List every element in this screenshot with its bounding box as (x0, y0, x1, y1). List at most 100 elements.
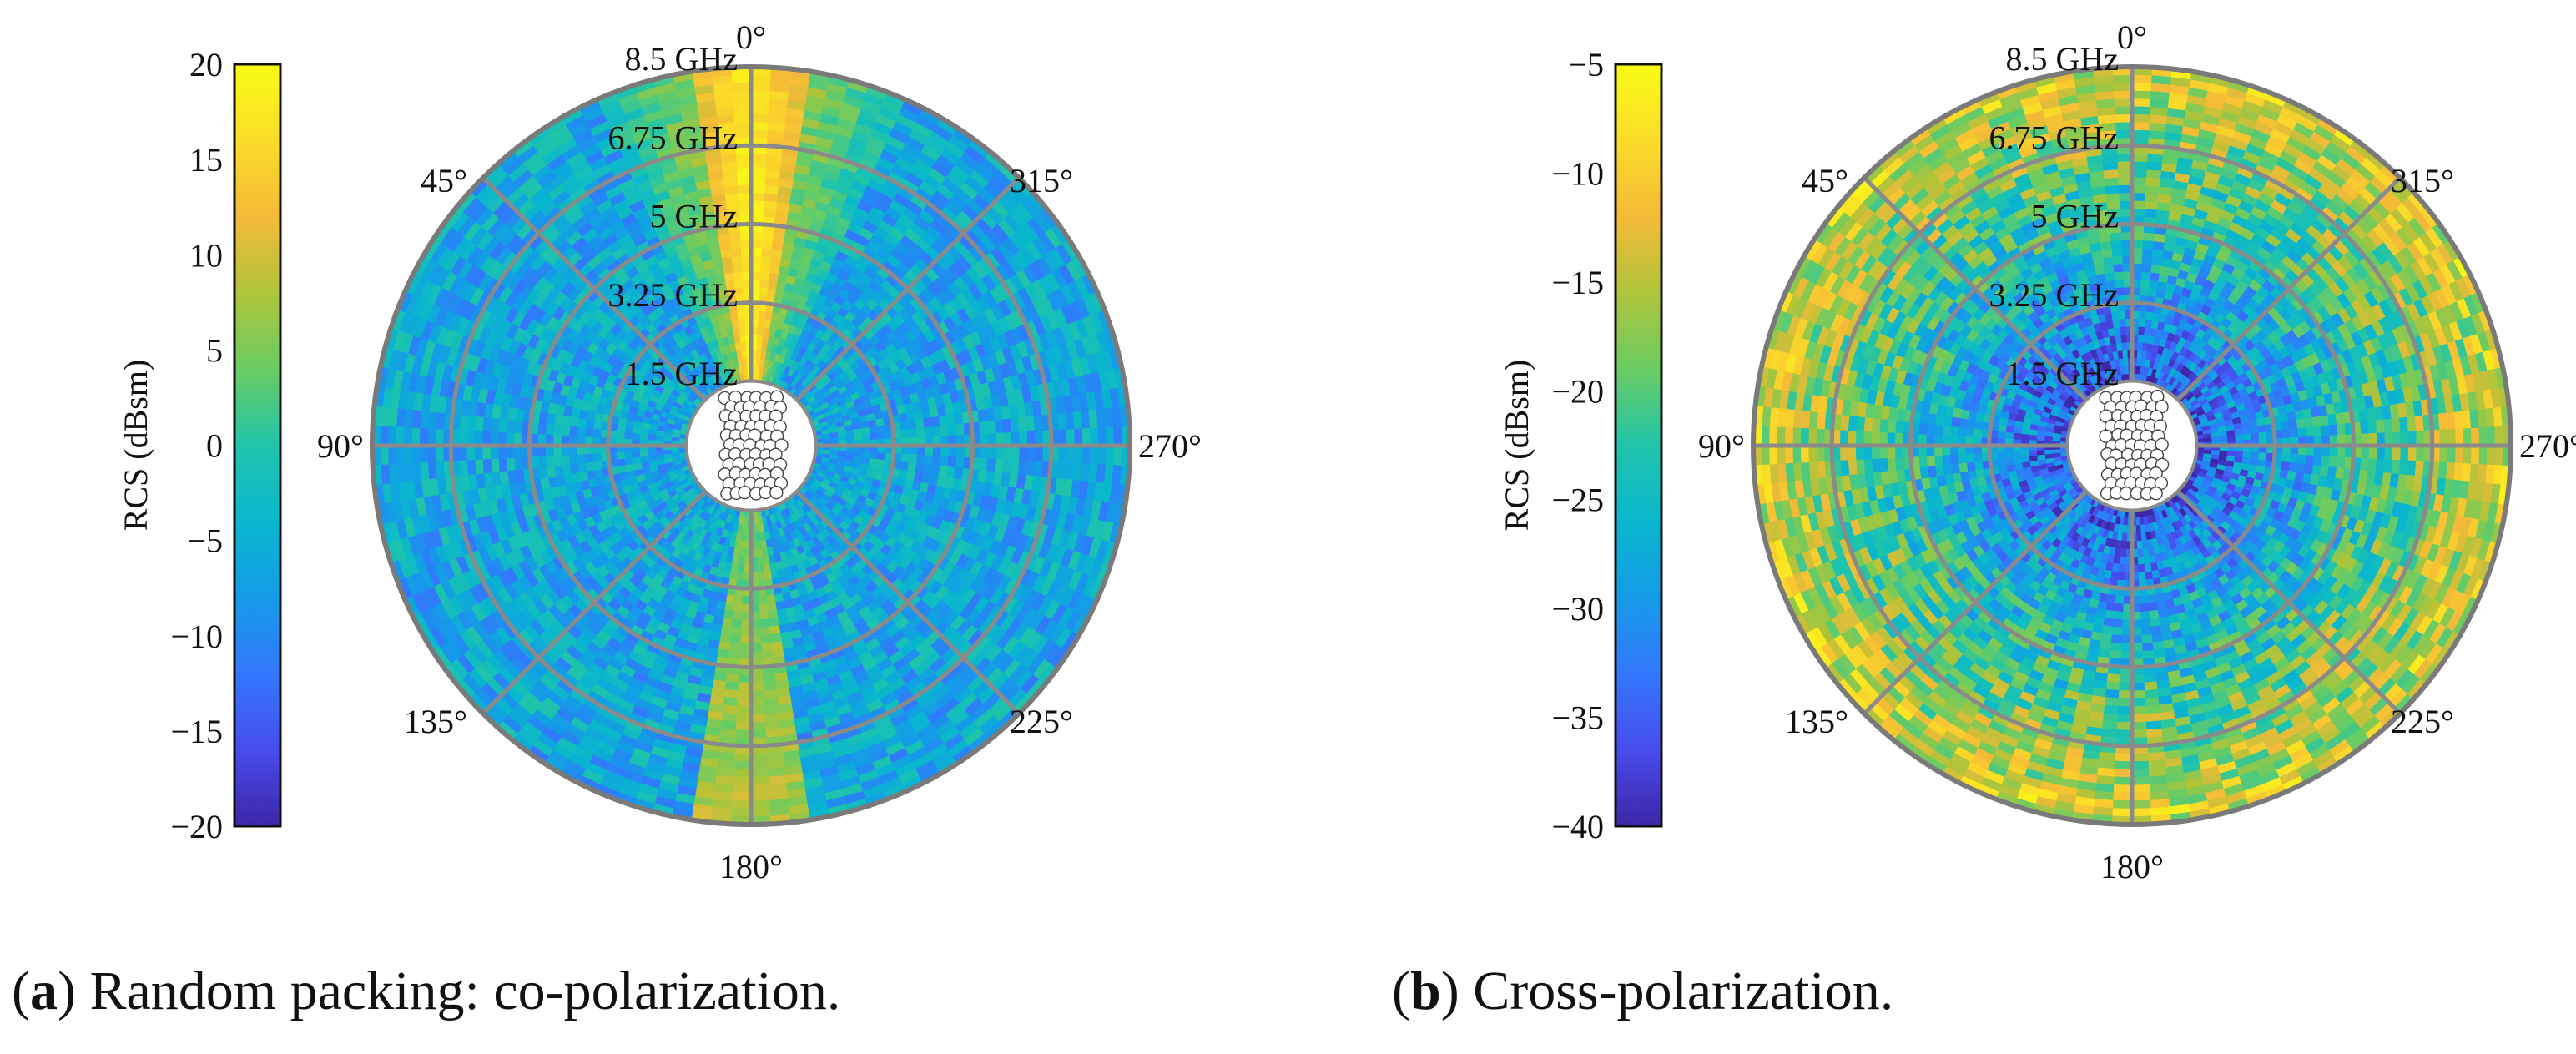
heatmap-cell (761, 248, 772, 256)
heatmap-cell (388, 426, 396, 446)
heatmap-cell (923, 464, 932, 474)
heatmap-cell (955, 423, 964, 435)
heatmap-cell (624, 432, 633, 439)
heatmap-cell (731, 627, 741, 635)
heatmap-cell (734, 761, 751, 769)
heatmap-cell (759, 611, 769, 619)
heatmap-cell (723, 618, 733, 627)
heatmap-cell (763, 673, 775, 683)
heatmap-cell (491, 418, 500, 432)
heatmap-cell (724, 689, 738, 698)
colorbar (1616, 64, 1661, 826)
heatmap-cell (763, 327, 769, 335)
heatmap-cell (764, 705, 779, 714)
heatmap-cell (764, 193, 777, 202)
colorbar-tick-label: 20 (189, 46, 223, 83)
heatmap-cell (723, 698, 738, 707)
heatmap-cell (577, 427, 585, 436)
heatmap-cell (751, 754, 768, 762)
heatmap-cell (733, 98, 751, 107)
heatmap-cell (764, 177, 779, 186)
heatmap-cell (732, 809, 751, 817)
heatmap-cell (736, 161, 751, 169)
heatmap-cell (770, 256, 781, 265)
heatmap-cell (761, 635, 772, 643)
heatmap-cell (1027, 446, 1036, 461)
heatmap-cell (436, 412, 445, 429)
angle-label: 45° (421, 162, 467, 199)
radial-label: 5 GHz (649, 198, 738, 235)
heatmap-cell (396, 446, 404, 464)
heatmap-cell (751, 769, 769, 777)
heatmap-cell (955, 456, 964, 468)
heatmap-cell (1082, 446, 1091, 463)
heatmap-cell (1020, 446, 1028, 460)
colorbar-tick-label: 0 (206, 427, 223, 465)
heatmap-cell (751, 729, 766, 738)
heatmap-cell (569, 455, 577, 465)
heatmap-cell (739, 548, 745, 557)
colorbar-tick-label: −10 (1551, 154, 1604, 192)
heatmap-cell (846, 451, 854, 456)
heatmap-cell (730, 248, 741, 256)
heatmap-cell (741, 533, 746, 542)
heatmap-cell (932, 426, 940, 436)
heatmap-cell (1059, 429, 1067, 446)
heatmap-cell (482, 431, 491, 446)
heatmap-cell (491, 459, 500, 473)
heatmap-cell (925, 426, 933, 436)
heatmap-cell (759, 596, 767, 604)
heatmap-cell (1098, 427, 1107, 446)
heatmap-cell (751, 706, 765, 714)
heatmap-cell (624, 451, 633, 458)
heatmap-cell (1034, 461, 1043, 477)
radial-label: 3.25 GHz (607, 276, 738, 314)
heatmap-cell (734, 596, 743, 604)
heatmap-cell (632, 433, 640, 440)
heatmap-cell (436, 461, 445, 478)
heatmap-cell (1011, 446, 1020, 460)
heatmap-cell (751, 161, 766, 169)
heatmap-cell (909, 428, 917, 437)
heatmap-cell (1074, 446, 1082, 463)
heatmap-cell (869, 458, 877, 466)
heatmap-cell (1090, 427, 1098, 446)
heatmap-cell (1027, 431, 1036, 446)
heatmap-cell (755, 358, 760, 366)
colorbar-tick-label: −5 (1568, 46, 1604, 83)
colorbar-tick-label: 10 (189, 236, 223, 274)
heatmap-cell (514, 421, 523, 433)
heatmap-cell (761, 240, 772, 249)
heatmap-cell (737, 177, 751, 185)
heatmap-cell (757, 326, 764, 335)
heatmap-cell (1018, 460, 1027, 475)
heatmap-cell (732, 800, 751, 809)
heatmap-cell (577, 463, 587, 473)
heatmap-cell (979, 457, 988, 470)
heatmap-cell (751, 98, 769, 107)
heatmap-cell (475, 446, 483, 460)
heatmap-cell (577, 418, 587, 428)
heatmap-cell (995, 419, 1004, 432)
colorbar-tick-label: −10 (170, 618, 223, 655)
heatmap-cell (411, 428, 420, 446)
heatmap-cell (767, 288, 776, 297)
heatmap-cell (740, 541, 746, 549)
heatmap-cell (586, 462, 595, 472)
heatmap-cell (1114, 426, 1122, 446)
heatmap-cell (751, 177, 765, 185)
heatmap-cell (546, 424, 554, 435)
heatmap-cell (861, 457, 870, 464)
colorbar-tick-label: −40 (1551, 808, 1604, 845)
angle-label: 0° (736, 18, 766, 56)
heatmap-cell (751, 114, 769, 123)
heatmap-cell (995, 458, 1004, 472)
heatmap-cell (862, 451, 870, 458)
heatmap-cell (909, 454, 917, 463)
heatmap-cell (916, 427, 925, 436)
heatmap-cell (427, 446, 436, 462)
heatmap-cell (751, 154, 766, 162)
heatmap-cell (482, 446, 491, 460)
heatmap-cell (475, 431, 483, 446)
heatmap-cell (759, 287, 767, 295)
